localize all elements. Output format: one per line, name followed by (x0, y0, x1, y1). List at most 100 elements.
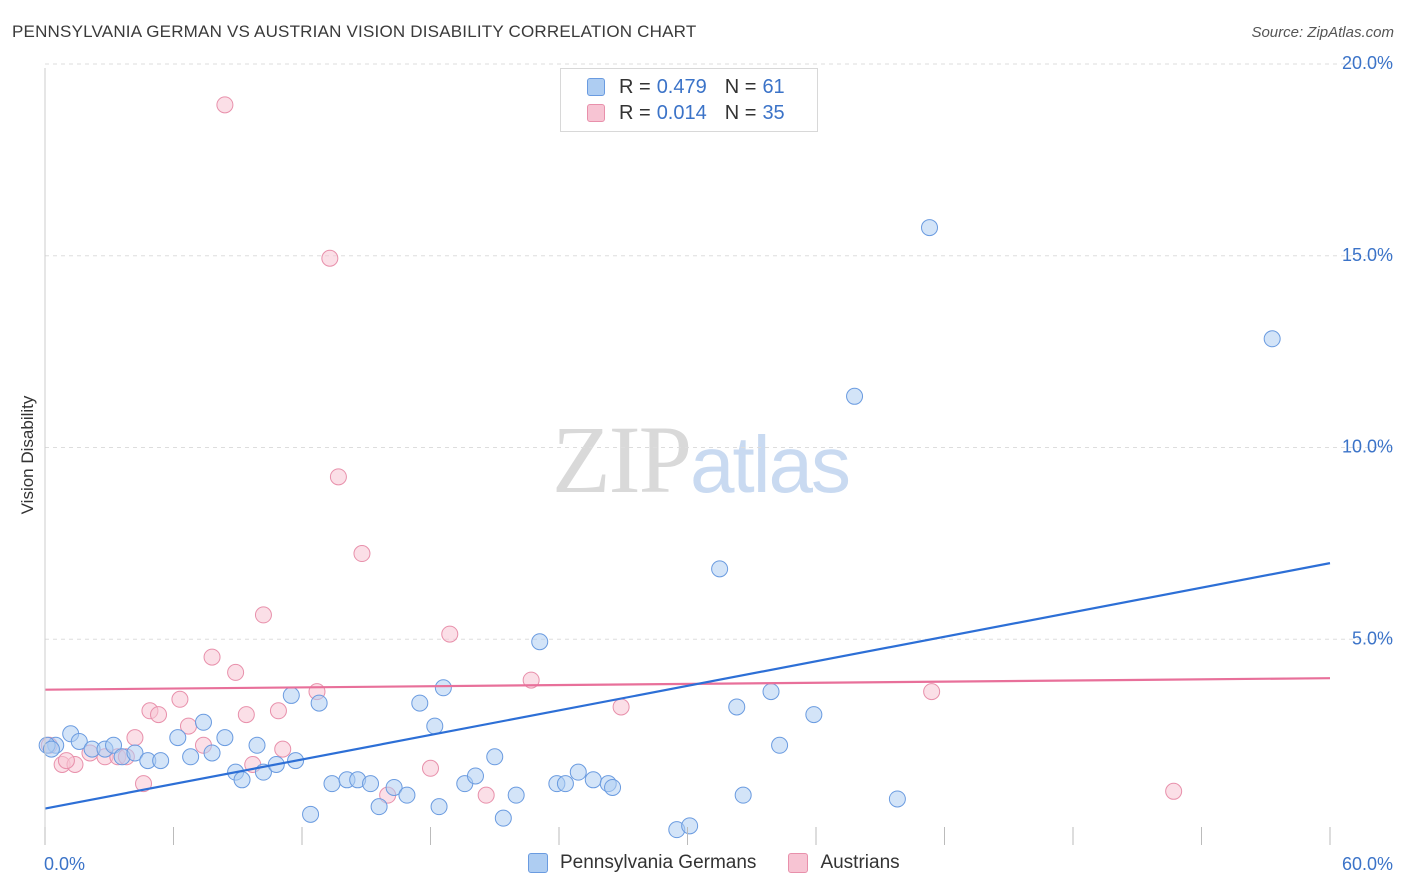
pennsylvania-german-point (194, 713, 212, 731)
pennsylvania-german-point (728, 698, 746, 716)
austrian-point (135, 775, 153, 793)
grid-layer (45, 63, 1392, 640)
pennsylvania-german-point (846, 387, 864, 405)
pennsylvania-german-point (310, 694, 328, 712)
legend-item-austrians[interactable]: Austrians (788, 852, 900, 874)
legend-row-austrians: R = 0.014 N = 35 (587, 101, 785, 125)
austrian-point (321, 249, 339, 267)
pennsylvania-german-point (323, 775, 341, 793)
austrian-point (254, 606, 272, 624)
n-label: N = (724, 75, 757, 98)
r-label: R = (619, 101, 651, 124)
pennsylvania-german-point (531, 633, 549, 651)
austrian-point (353, 545, 371, 563)
r-label: R = (619, 75, 651, 98)
pennsylvania-german-point (507, 786, 525, 804)
y-tick-label: 10.0% (1342, 437, 1393, 457)
legend-label: Pennsylvania Germans (560, 852, 757, 873)
pennsylvania-german-point (126, 744, 144, 762)
austrian-point (477, 786, 495, 804)
series-legend: Pennsylvania Germans Austrians (528, 852, 932, 874)
pennsylvania-german-point (152, 752, 170, 770)
austrian-point (1165, 782, 1183, 800)
austrian-point (126, 729, 144, 747)
pink-swatch (788, 853, 809, 873)
x-tick-label: 60.0% (1342, 854, 1393, 874)
pennsylvania-german-point (1263, 330, 1281, 348)
pennsylvania-german-point (430, 798, 448, 816)
pennsylvania-german-point (105, 736, 123, 754)
pennsylvania-german-point (182, 748, 200, 766)
r-value: 0.014 (656, 101, 707, 124)
legend-item-pennsylvania-germans[interactable]: Pennsylvania Germans (528, 852, 756, 874)
pennsylvania-german-point (711, 560, 729, 578)
y-axis-label: Vision Disability (18, 395, 37, 515)
austrian-point (171, 690, 189, 708)
pennsylvania-german-point (385, 778, 403, 796)
pennsylvania-german-point (762, 683, 780, 701)
n-value: 61 (762, 75, 785, 98)
pennsylvania-german-point (426, 717, 444, 735)
austrian-point (274, 740, 292, 758)
pennsylvania-german-point (466, 767, 484, 785)
pennsylvania-german-point (556, 775, 574, 793)
source-label: Source: ZipAtlas.com (1251, 24, 1394, 41)
blue-swatch (587, 78, 605, 96)
austrian-point (227, 663, 245, 681)
blue-swatch (528, 853, 548, 873)
x-tick-label: 0.0% (44, 854, 85, 874)
pennsylvania-german-point (216, 729, 234, 747)
pennsylvania-german-point (203, 744, 221, 762)
pennsylvania-german-point (233, 771, 251, 789)
y-tick-label: 5.0% (1352, 628, 1393, 648)
austrian-point (57, 752, 75, 770)
y-tick-label: 20.0% (1342, 53, 1393, 73)
watermark: ZIPatlas (552, 404, 851, 515)
austrian-point (612, 698, 630, 716)
chart-title: PENNSYLVANIA GERMAN VS AUSTRIAN VISION D… (12, 22, 697, 41)
n-label: N = (724, 101, 757, 124)
pennsylvania-german-point (434, 679, 452, 697)
pennsylvania-german-point (494, 809, 512, 827)
correlation-legend: R = 0.479 N = 61 R = 0.014 N = 35 (560, 68, 818, 132)
austrian-point (216, 96, 234, 114)
pennsylvania-german-point (584, 771, 602, 789)
points-layer (38, 96, 1281, 839)
pennsylvania-german-point (486, 748, 504, 766)
pennsylvania-german-point (42, 740, 60, 758)
austrian-trendline (44, 677, 1331, 691)
pennsylvania-german-point (248, 736, 266, 754)
austrian-point (329, 468, 347, 486)
pennsylvania-german-point (805, 706, 823, 724)
pennsylvania-german-point (370, 798, 388, 816)
pennsylvania-german-point (888, 790, 906, 808)
pennsylvania-german-point (302, 805, 320, 823)
pennsylvania-german-point (771, 736, 789, 754)
trend-layer (44, 562, 1331, 810)
pennsylvania-german-point (398, 786, 416, 804)
pennsylvania-german-point (681, 817, 699, 835)
legend-label: Austrians (820, 852, 900, 873)
pennsylvania-german-point (282, 686, 300, 704)
pennsylvania-german-point (569, 763, 587, 781)
watermark-zip: ZIP (552, 406, 692, 513)
austrian-point (422, 759, 439, 777)
austrian-point (522, 671, 540, 689)
austrian-point (150, 706, 168, 724)
austrian-point (269, 702, 287, 720)
austrian-point (923, 683, 941, 701)
pennsylvania-german-point (169, 729, 187, 747)
legend-row-pennsylvania-germans: R = 0.479 N = 61 (587, 75, 785, 99)
pennsylvania-german-point (362, 775, 380, 793)
pennsylvania-german-trendline (44, 562, 1331, 810)
pennsylvania-german-point (921, 219, 939, 237)
austrian-point (441, 625, 459, 643)
pennsylvania-german-point (411, 694, 429, 712)
pennsylvania-german-point (734, 786, 752, 804)
austrian-point (203, 648, 221, 666)
watermark-atlas: atlas (690, 420, 851, 509)
austrian-point (237, 706, 255, 724)
pennsylvania-german-point (70, 732, 88, 750)
pennsylvania-german-point (604, 778, 622, 796)
